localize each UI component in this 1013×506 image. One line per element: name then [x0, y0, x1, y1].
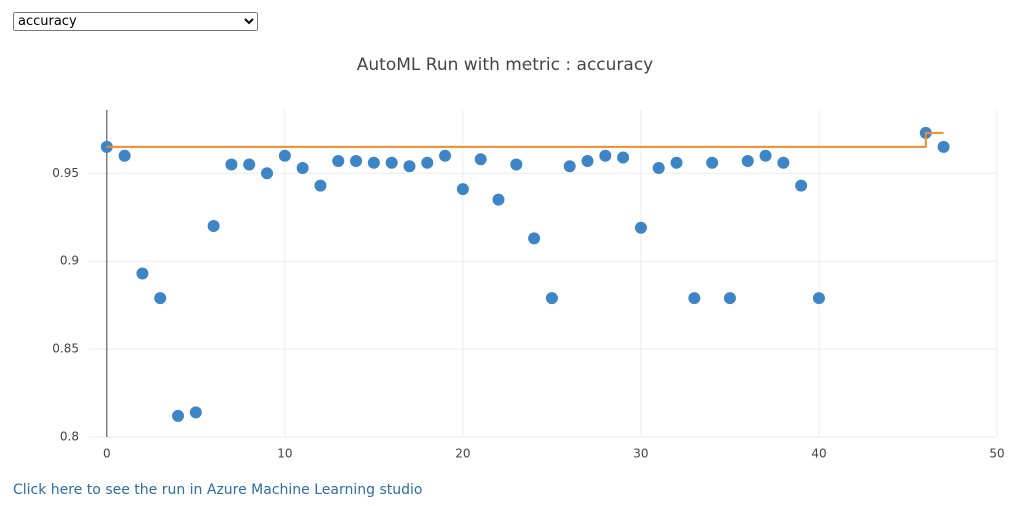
- point: [812, 292, 825, 305]
- x-tick-label: 10: [277, 447, 292, 461]
- x-tick-label: 30: [633, 447, 648, 461]
- point: [563, 160, 576, 173]
- point: [617, 151, 630, 164]
- x-tick-label: 20: [455, 447, 470, 461]
- x-tick-label: 50: [989, 447, 1004, 461]
- point: [350, 154, 363, 167]
- point: [172, 409, 185, 422]
- point: [243, 158, 256, 171]
- x-tick-label: 0: [103, 447, 111, 461]
- point: [510, 158, 523, 171]
- point: [136, 267, 149, 280]
- point: [385, 156, 398, 169]
- point: [581, 154, 594, 167]
- point: [545, 292, 558, 305]
- point: [332, 154, 345, 167]
- point: [937, 140, 950, 153]
- point: [777, 156, 790, 169]
- point: [456, 183, 469, 196]
- point: [118, 149, 131, 162]
- point: [154, 292, 167, 305]
- chart-title: AutoML Run with metric : accuracy: [357, 55, 653, 75]
- point: [474, 153, 487, 166]
- point: [492, 193, 505, 206]
- point: [261, 167, 274, 180]
- point: [528, 232, 541, 245]
- point: [403, 160, 416, 173]
- point: [723, 292, 736, 305]
- y-tick-label: 0.8: [60, 430, 79, 444]
- point: [795, 179, 808, 192]
- y-tick-label: 0.85: [52, 342, 79, 356]
- point: [759, 149, 772, 162]
- y-tick-label: 0.95: [52, 166, 79, 180]
- point: [225, 158, 238, 171]
- x-tick-label: 40: [811, 447, 826, 461]
- point: [706, 156, 719, 169]
- point: [367, 156, 380, 169]
- point: [314, 179, 327, 192]
- studio-link[interactable]: Click here to see the run in Azure Machi…: [13, 482, 423, 498]
- chart: AutoML Run with metric : accuracy 0.8 0.8…: [52, 55, 1004, 461]
- point: [670, 156, 683, 169]
- point: [439, 149, 452, 162]
- point: [189, 406, 202, 419]
- y-tick-label: 0.9: [60, 254, 79, 268]
- point: [652, 162, 665, 175]
- point: [207, 220, 220, 233]
- point: [278, 149, 291, 162]
- best-line: [106, 131, 944, 148]
- point: [634, 221, 647, 234]
- point: [421, 156, 434, 169]
- point: [688, 292, 701, 305]
- point: [599, 149, 612, 162]
- point: [741, 154, 754, 167]
- point: [296, 162, 309, 175]
- metric-dropdown[interactable]: accuracy: [13, 12, 258, 31]
